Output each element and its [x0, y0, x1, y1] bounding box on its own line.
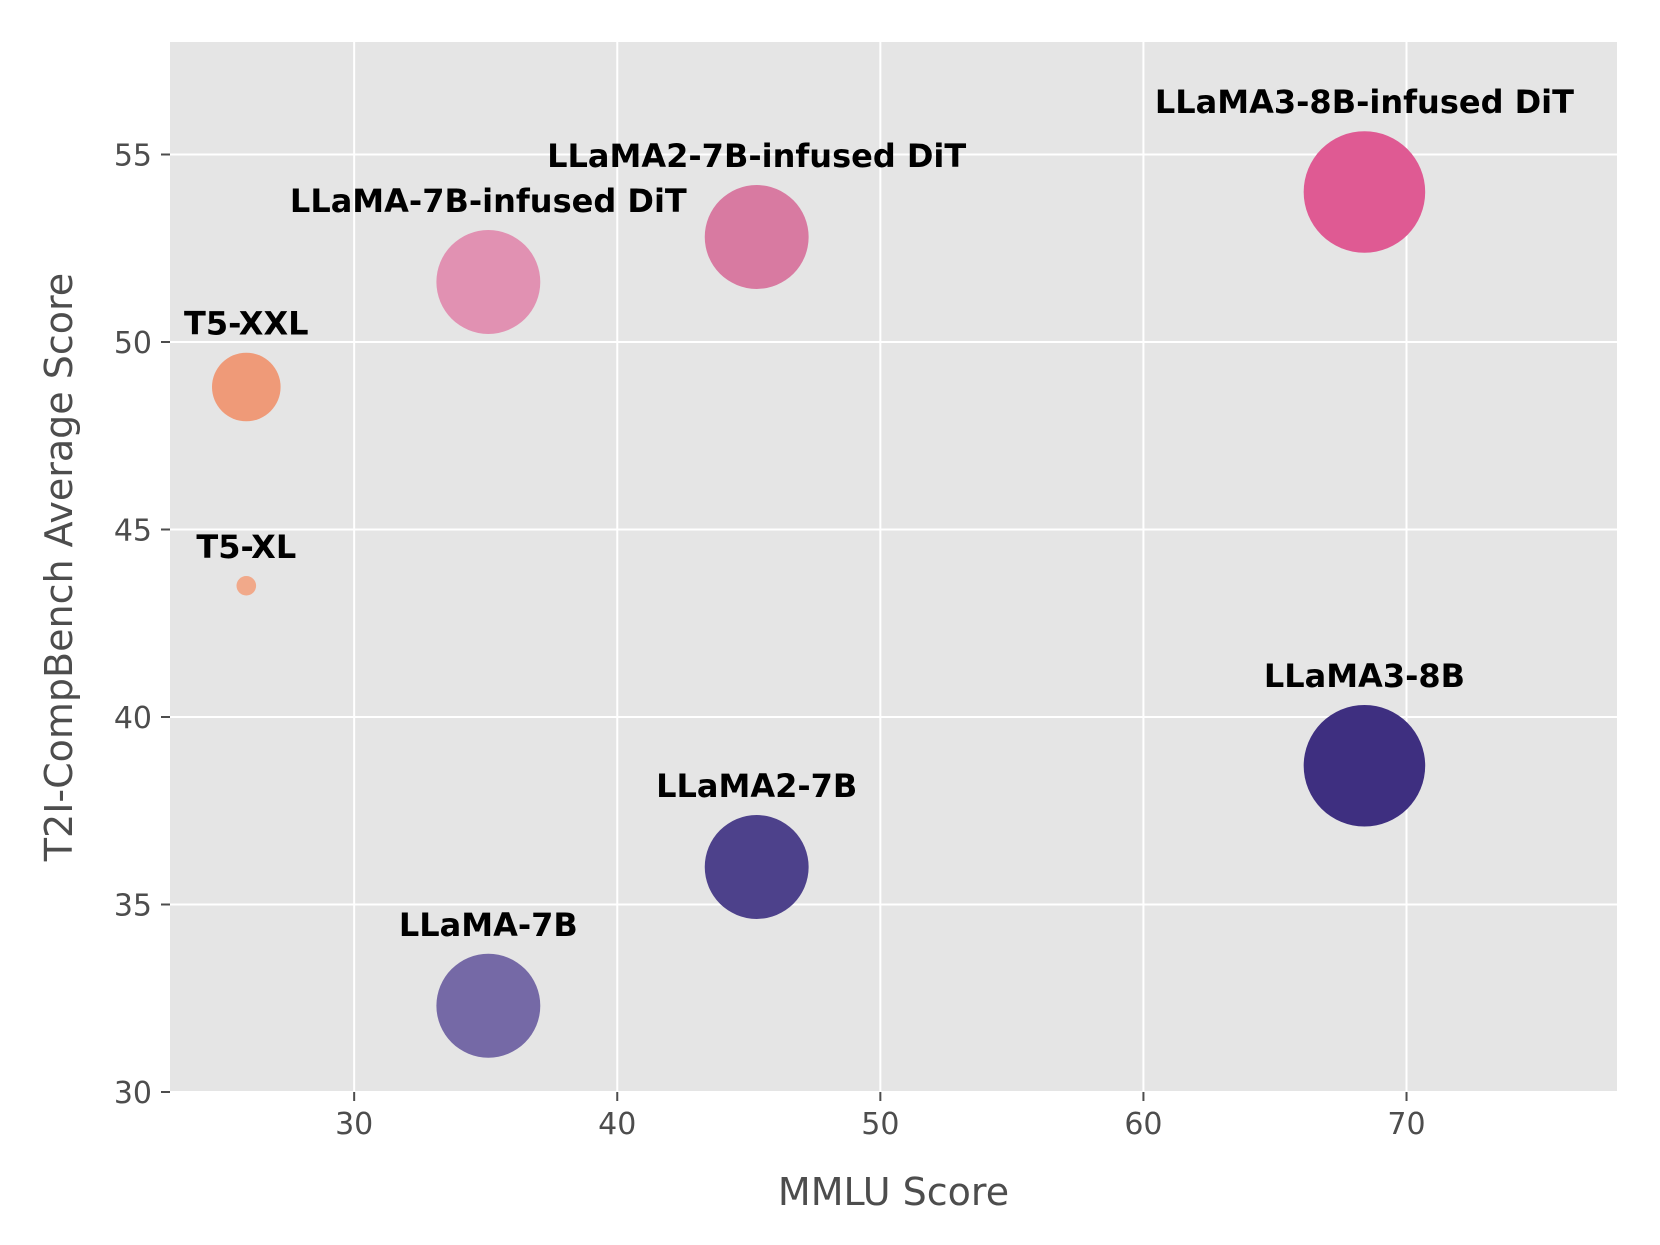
data-point — [704, 185, 809, 289]
data-point — [436, 230, 541, 334]
y-tick-label: 40 — [114, 701, 152, 736]
y-tick-label: 35 — [114, 889, 152, 924]
data-point — [704, 815, 809, 919]
y-tick-label: 45 — [114, 514, 152, 549]
y-axis-label: T2I-CompBench Average Score — [37, 273, 81, 862]
x-tick-label: 40 — [598, 1107, 636, 1142]
axis-ticks: 30 40 50 60 70 30 35 40 45 50 55 — [114, 139, 1426, 1143]
y-tick-label: 50 — [114, 326, 152, 361]
x-tick-label: 60 — [1124, 1107, 1162, 1142]
data-label: LLaMA3-8B — [1264, 657, 1465, 695]
x-tick-label: 30 — [335, 1107, 373, 1142]
data-label: LLaMA-7B-infused DiT — [290, 182, 687, 220]
data-point — [1303, 704, 1426, 827]
x-tick-label: 70 — [1387, 1107, 1425, 1142]
data-label: LLaMA2-7B — [656, 767, 857, 805]
data-point — [211, 352, 281, 422]
data-label: LLaMA-7B — [399, 906, 578, 944]
x-tick-label: 50 — [861, 1107, 899, 1142]
point-labels: T5-XL T5-XXL LLaMA-7B-infused DiT LLaMA2-7B… — [184, 83, 1574, 944]
data-points — [211, 131, 1426, 1058]
y-tick-label: 55 — [114, 139, 152, 174]
data-label: T5-XXL — [184, 305, 309, 343]
data-point — [236, 575, 257, 596]
data-point — [1303, 131, 1426, 253]
data-label: LLaMA3-8B-infused DiT — [1155, 83, 1574, 121]
x-axis-label: MMLU Score — [778, 1170, 1009, 1214]
data-point — [436, 953, 541, 1058]
data-label: T5-XL — [196, 528, 296, 566]
data-label: LLaMA2-7B-infused DiT — [547, 137, 966, 175]
y-tick-label: 30 — [114, 1076, 152, 1111]
